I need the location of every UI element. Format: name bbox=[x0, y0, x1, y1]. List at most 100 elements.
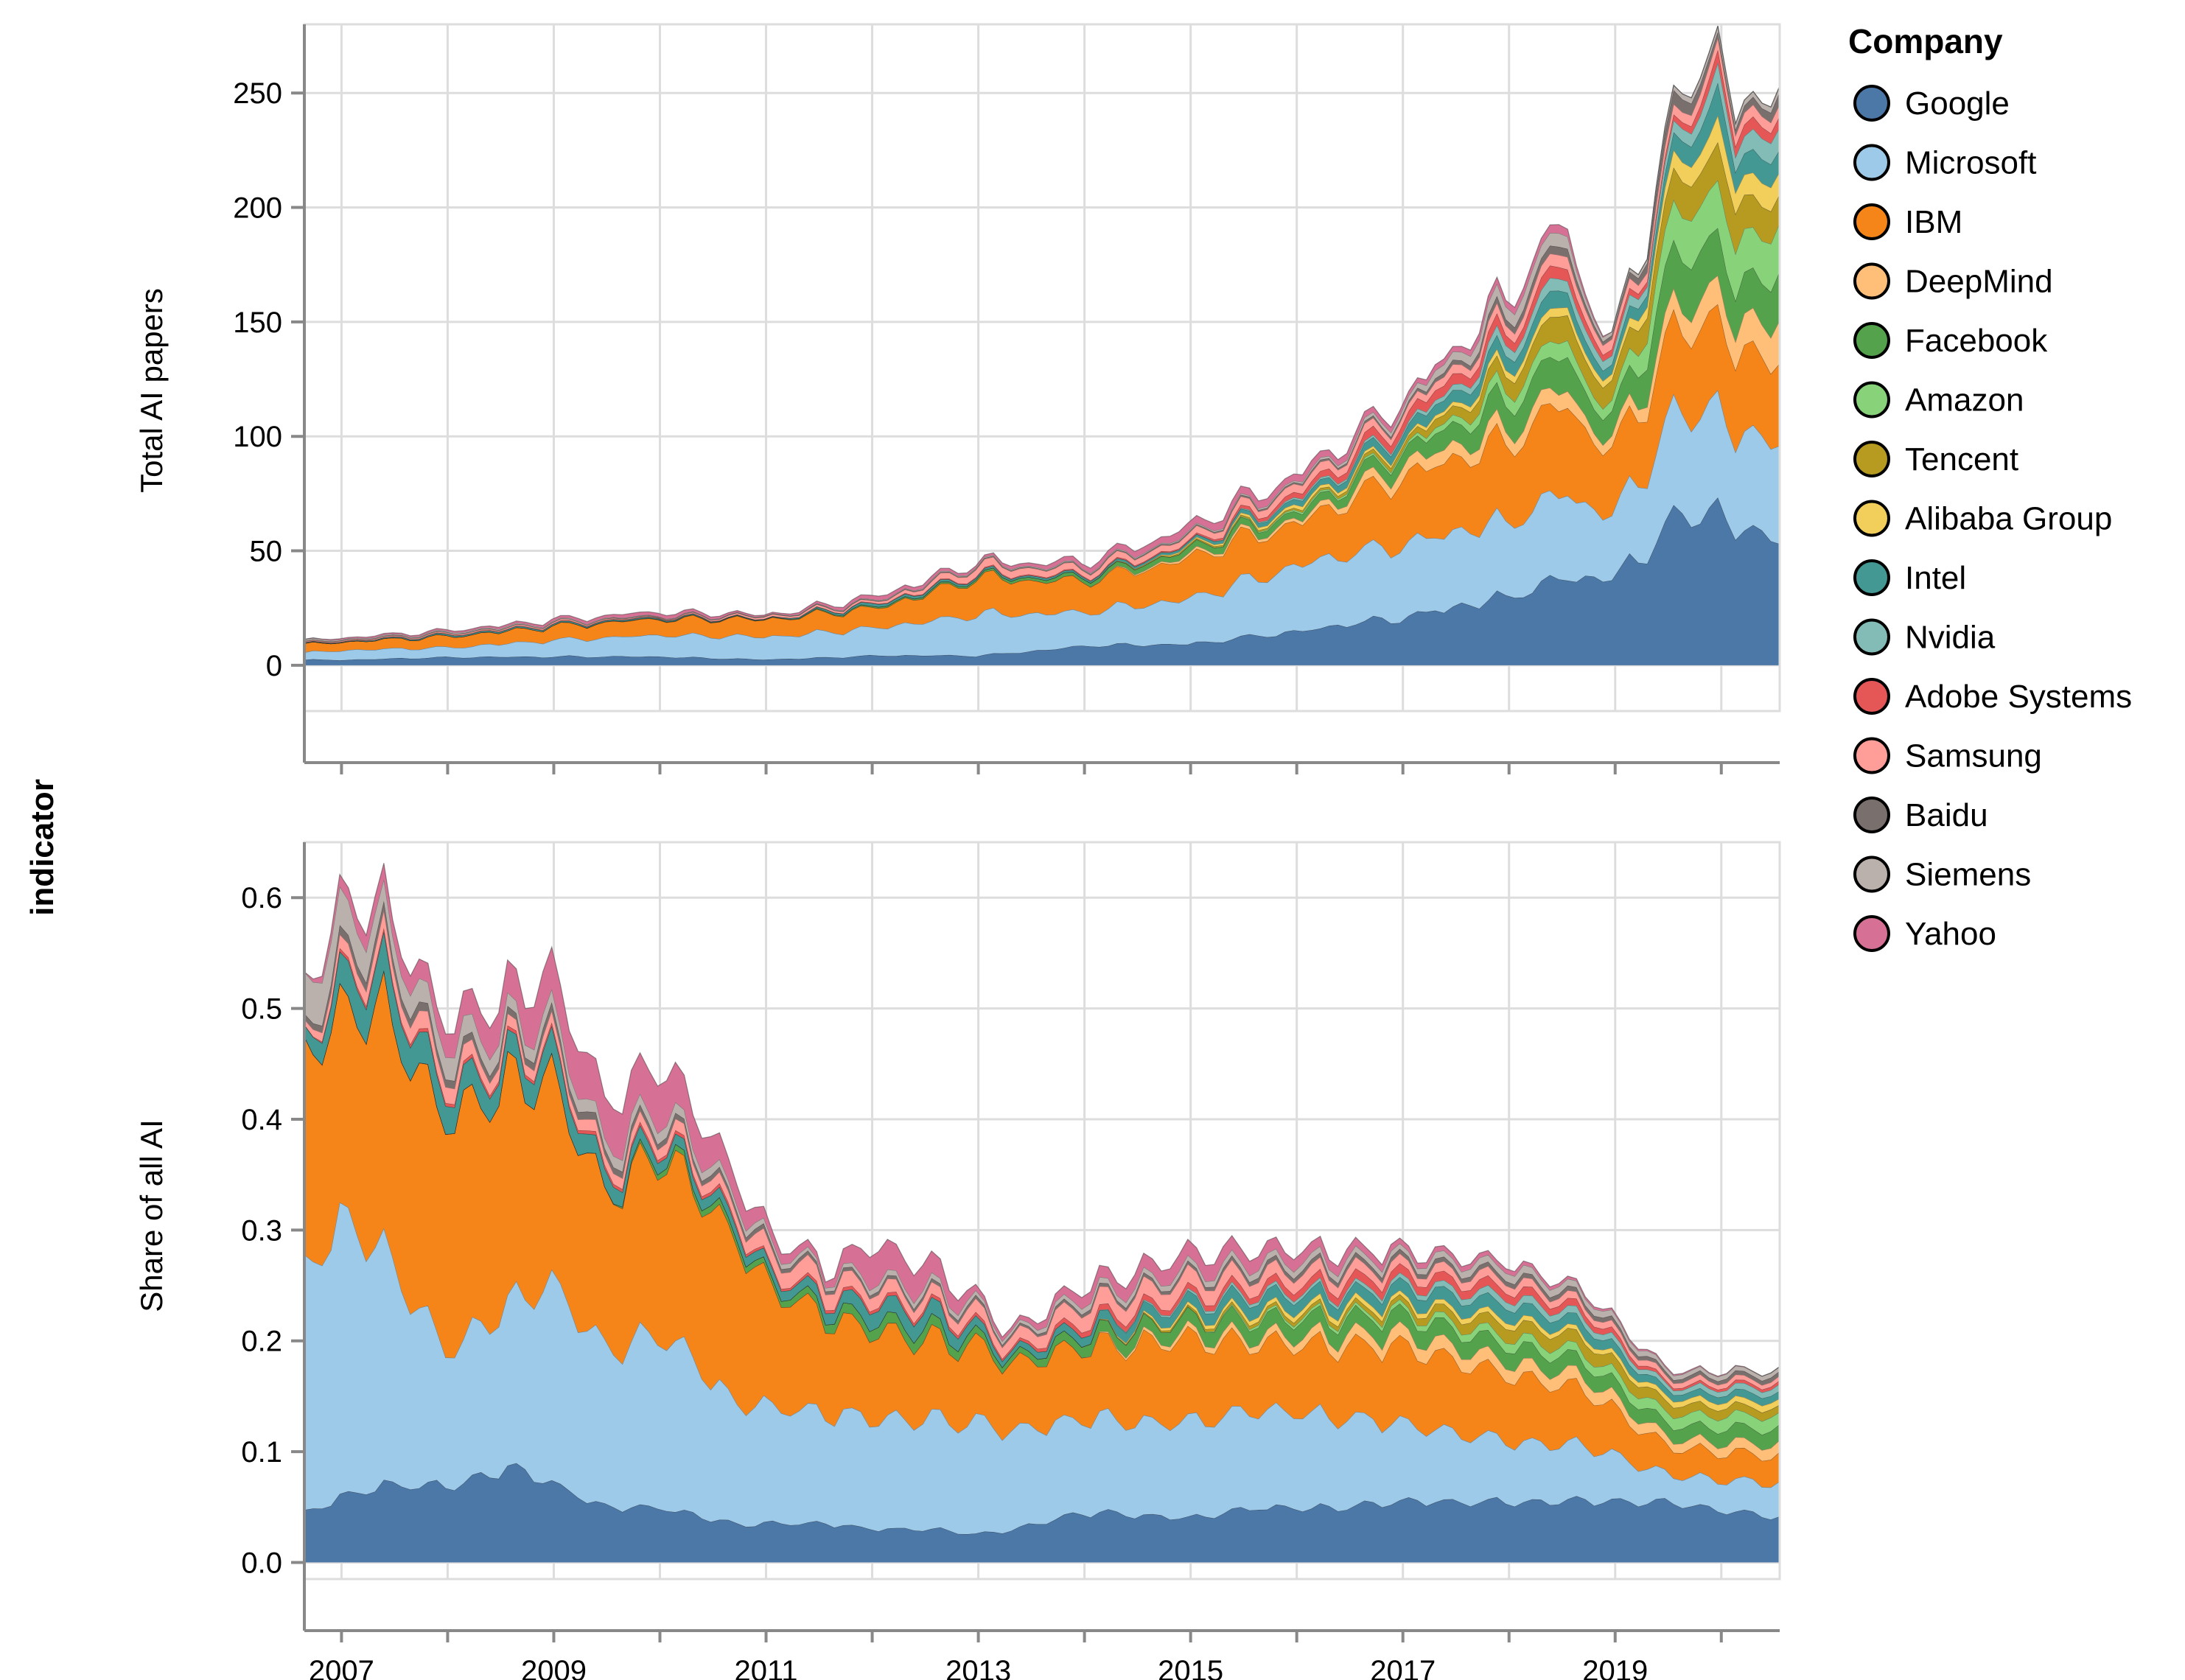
area-facebook bbox=[304, 970, 1780, 1451]
x-tick-label: 2011 bbox=[735, 1655, 798, 1680]
legend-swatch bbox=[1853, 85, 1890, 122]
legend-label: IBM bbox=[1905, 204, 1962, 240]
row-title: indicator bbox=[24, 779, 60, 916]
x-tick-label: 2007 bbox=[309, 1655, 374, 1680]
y-tick-label: 0.4 bbox=[241, 1104, 282, 1136]
area-tencent bbox=[304, 970, 1780, 1421]
area-siemens bbox=[304, 878, 1780, 1382]
area-google bbox=[304, 497, 1780, 665]
legend-swatch bbox=[1853, 203, 1890, 240]
legend-swatch bbox=[1853, 797, 1890, 833]
legend-item-siemens: Siemens bbox=[1853, 855, 2031, 893]
legend-swatch bbox=[1853, 262, 1890, 300]
y-tick-label: 250 bbox=[233, 77, 282, 110]
legend-label: DeepMind bbox=[1905, 264, 2053, 300]
legend-swatch bbox=[1853, 855, 1890, 893]
legend-item-facebook: Facebook bbox=[1853, 322, 2048, 359]
area-alibaba-group bbox=[304, 115, 1780, 644]
legend-label: Samsung bbox=[1905, 738, 2042, 774]
panel-share-of-all-ai: 0.00.10.20.30.40.50.6 2007 2009 2011 2013 20… bbox=[134, 841, 1781, 1680]
legend-label: Amazon bbox=[1905, 382, 2024, 419]
legend-item-baidu: Baidu bbox=[1853, 797, 1988, 833]
legend-item-intel: Intel bbox=[1853, 559, 1966, 596]
legend-item-samsung: Samsung bbox=[1853, 737, 2042, 774]
area-google bbox=[304, 1463, 1780, 1563]
legend-label: Google bbox=[1905, 85, 2010, 122]
areas-share bbox=[304, 863, 1780, 1563]
y-axis-total: 0 50 100 150 200 250 bbox=[233, 24, 306, 763]
area-ibm bbox=[304, 304, 1780, 653]
x-axis-total bbox=[304, 761, 1780, 774]
x-axis-share: 2007 2009 2011 2013 2015 2017 2019 bbox=[304, 1629, 1780, 1680]
legend-item-ibm: IBM bbox=[1853, 203, 1962, 240]
legend-label: Nvidia bbox=[1905, 620, 1996, 656]
x-tick-label: 2009 bbox=[521, 1655, 587, 1680]
legend-label: Alibaba Group bbox=[1905, 501, 2112, 537]
x-tick-label: 2015 bbox=[1158, 1655, 1223, 1680]
y-tick-label: 0.6 bbox=[241, 882, 282, 914]
legend-label: Siemens bbox=[1905, 857, 2031, 893]
legend-label: Microsoft bbox=[1905, 145, 2036, 181]
legend-item-microsoft: Microsoft bbox=[1853, 144, 2036, 181]
legend-swatch bbox=[1853, 500, 1890, 537]
area-tencent bbox=[304, 141, 1780, 644]
legend-item-deepmind: DeepMind bbox=[1853, 262, 2053, 300]
legend-title: Company bbox=[1848, 22, 2003, 60]
area-microsoft bbox=[304, 1202, 1780, 1534]
legend-label: Intel bbox=[1905, 560, 1966, 596]
y-tick-label: 0 bbox=[266, 650, 282, 682]
y-tick-label: 0.0 bbox=[241, 1547, 282, 1579]
legend-swatch bbox=[1853, 737, 1890, 774]
legend-swatch bbox=[1853, 441, 1890, 477]
area-adobe-systems bbox=[304, 928, 1780, 1393]
y-axis-title-share: Share of all AI bbox=[134, 1119, 169, 1312]
legend-items: Google Microsoft IBM DeepMind Facebook Amazon… bbox=[1853, 85, 2132, 952]
y-tick-label: 0.1 bbox=[241, 1436, 282, 1469]
legend-swatch bbox=[1853, 618, 1890, 656]
legend-swatch bbox=[1853, 322, 1890, 359]
area-deepmind bbox=[304, 970, 1780, 1461]
legend-item-alibaba-group: Alibaba Group bbox=[1853, 500, 2112, 537]
y-tick-label: 0.3 bbox=[241, 1214, 282, 1247]
legend-item-yahoo: Yahoo bbox=[1853, 915, 1996, 952]
x-tick-label: 2017 bbox=[1370, 1655, 1436, 1680]
legend-label: Facebook bbox=[1905, 323, 2048, 359]
y-tick-label: 100 bbox=[233, 421, 282, 453]
x-tick-label: 2019 bbox=[1582, 1655, 1648, 1680]
y-tick-label: 50 bbox=[250, 536, 283, 568]
area-baidu bbox=[304, 900, 1780, 1385]
legend-item-adobe-systems: Adobe Systems bbox=[1853, 678, 2132, 715]
y-axis-title-total: Total AI papers bbox=[134, 288, 169, 493]
legend-swatch bbox=[1853, 678, 1890, 715]
area-samsung bbox=[304, 909, 1780, 1390]
legend-item-tencent: Tencent bbox=[1853, 441, 2018, 477]
area-edge-yahoo bbox=[304, 25, 1780, 640]
legend-label: Yahoo bbox=[1905, 916, 1996, 952]
areas-total bbox=[304, 25, 1780, 665]
panel-total-ai-papers: 0 50 100 150 200 250 Total AI papers bbox=[134, 23, 1781, 774]
legend-label: Adobe Systems bbox=[1905, 679, 2132, 715]
legend-item-nvidia: Nvidia bbox=[1853, 618, 1996, 656]
area-microsoft bbox=[304, 390, 1780, 661]
y-tick-label: 0.2 bbox=[241, 1326, 282, 1358]
y-tick-label: 0.5 bbox=[241, 993, 282, 1026]
area-alibaba-group bbox=[304, 970, 1780, 1413]
y-tick-label: 150 bbox=[233, 307, 282, 339]
legend-swatch bbox=[1853, 381, 1890, 419]
area-samsung bbox=[304, 37, 1780, 643]
legend-item-amazon: Amazon bbox=[1853, 381, 2024, 419]
y-axis-share: 0.0 0.1 0.2 0.3 0.4 0.5 0.6 bbox=[241, 842, 306, 1631]
y-tick-label: 200 bbox=[233, 192, 282, 225]
legend-label: Tencent bbox=[1905, 441, 2018, 477]
x-tick-label: 2013 bbox=[945, 1655, 1011, 1680]
legend-item-google: Google bbox=[1853, 85, 2010, 122]
legend-swatch bbox=[1853, 915, 1890, 952]
area-adobe-systems bbox=[304, 49, 1780, 643]
legend-swatch bbox=[1853, 144, 1890, 181]
legend-swatch bbox=[1853, 559, 1890, 596]
legend-label: Baidu bbox=[1905, 797, 1988, 833]
area-ibm bbox=[304, 970, 1780, 1488]
area-edge-yahoo bbox=[304, 863, 1780, 1377]
legend: Company Google Microsoft IBM DeepMind Facebo… bbox=[1848, 22, 2132, 952]
